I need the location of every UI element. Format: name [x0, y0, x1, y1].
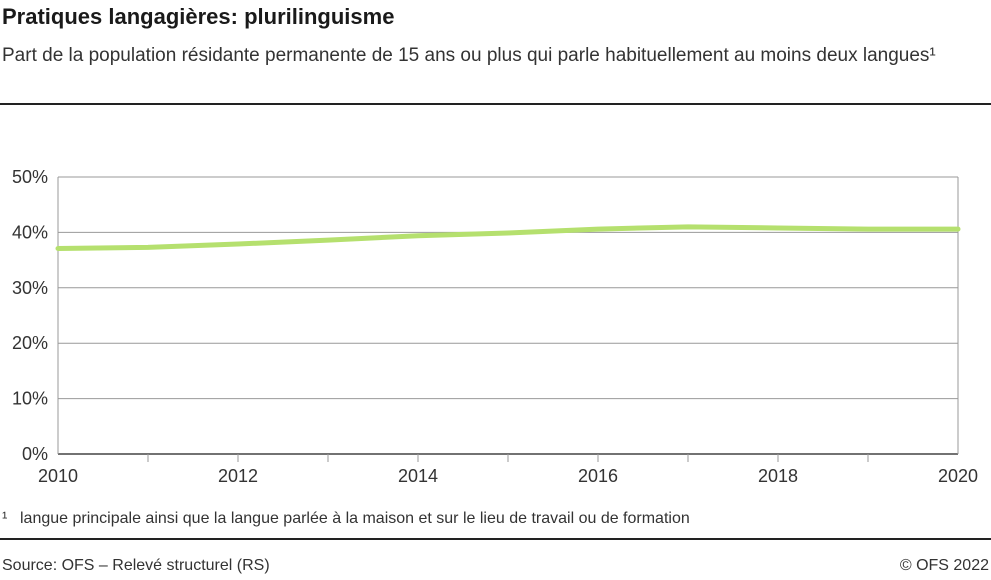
divider	[0, 103, 991, 105]
x-tick-label: 2016	[578, 466, 618, 486]
y-tick-label: 10%	[12, 389, 48, 409]
series-line	[55, 224, 961, 251]
x-tick-label: 2020	[938, 466, 978, 486]
source: Source: OFS – Relevé structurel (RS)	[2, 557, 270, 574]
x-tick-label: 2014	[398, 466, 438, 486]
y-tick-label: 40%	[12, 222, 48, 242]
y-tick-label: 30%	[12, 278, 48, 298]
x-tick-label: 2012	[218, 466, 258, 486]
footnote-mark: ¹	[2, 510, 8, 527]
chart-title: Pratiques langagières: plurilinguisme	[2, 4, 395, 29]
y-tick-label: 20%	[12, 333, 48, 353]
line-chart: 0% 10% 20% 30% 40% 50% 2010 2012 2014 2016 2018 202…	[12, 167, 978, 486]
divider	[0, 538, 991, 540]
x-tick-label: 2010	[38, 466, 78, 486]
x-tick-label: 2018	[758, 466, 798, 486]
chart-subtitle: Part de la population résidante permanen…	[2, 45, 936, 66]
copyright: © OFS 2022	[899, 557, 989, 574]
footnote: langue principale ainsi que la langue pa…	[20, 510, 690, 527]
y-tick-label: 50%	[12, 167, 48, 187]
y-tick-label: 0%	[22, 444, 48, 464]
